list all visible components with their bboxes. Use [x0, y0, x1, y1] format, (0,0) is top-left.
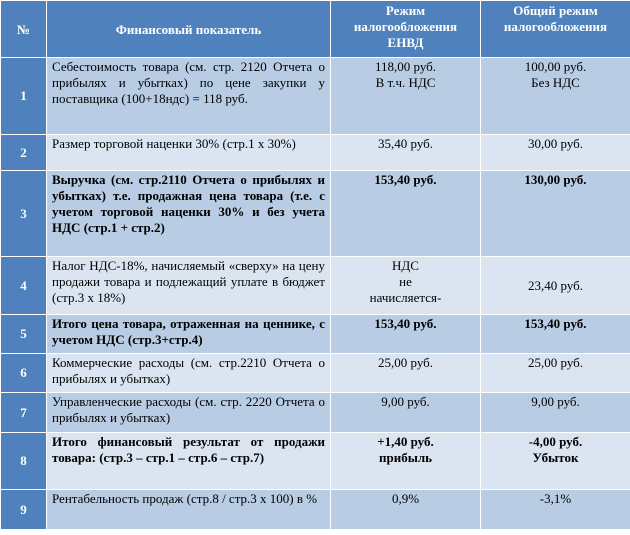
row-indicator: Себестоимость товара (см. стр. 2120 Отче… — [46, 57, 331, 135]
header-num: № — [0, 0, 47, 58]
row-number: 8 — [0, 432, 47, 490]
table-row: 9 Рентабельность продаж (стр.8 / стр.3 х… — [0, 489, 630, 530]
row-general-value: 153,40 руб. — [480, 314, 630, 354]
row-number: 5 — [0, 314, 47, 354]
row-envd-value: НДС не начисляется- — [330, 256, 481, 315]
table-row: 6 Коммерческие расходы (см. стр.2210 Отч… — [0, 353, 630, 393]
row-envd-value: 0,9% — [330, 489, 481, 530]
row-indicator: Рентабельность продаж (стр.8 / стр.3 х 1… — [46, 489, 331, 530]
row-general-value: 9,00 руб. — [480, 392, 630, 433]
row-number: 3 — [0, 170, 47, 257]
table-row: 1 Себестоимость товара (см. стр. 2120 От… — [0, 57, 630, 135]
table-row: 5 Итого цена товара, отраженная на ценни… — [0, 314, 630, 354]
row-general-value: 30,00 руб. — [480, 134, 630, 171]
row-envd-value: 9,00 руб. — [330, 392, 481, 433]
row-envd-value: 153,40 руб. — [330, 314, 481, 354]
row-envd-value: +1,40 руб. прибыль — [330, 432, 481, 490]
row-indicator: Управленческие расходы (см. стр. 2220 От… — [46, 392, 331, 433]
header-indicator: Финансовый показатель — [46, 0, 331, 58]
row-indicator: Итого финансовый результат от продажи то… — [46, 432, 331, 490]
table-row: 8 Итого финансовый результат от продажи … — [0, 432, 630, 490]
row-general-value: 130,00 руб. — [480, 170, 630, 257]
row-envd-value: 35,40 руб. — [330, 134, 481, 171]
row-number: 7 — [0, 392, 47, 433]
table-row: 3 Выручка (см. стр.2110 Отчета о прибыля… — [0, 170, 630, 257]
row-general-value: 23,40 руб. — [480, 256, 630, 315]
row-number: 2 — [0, 134, 47, 171]
row-number: 9 — [0, 489, 47, 530]
row-indicator: Итого цена товара, отраженная на ценнике… — [46, 314, 331, 354]
row-envd-value: 153,40 руб. — [330, 170, 481, 257]
table-row: 2 Размер торговой наценки 30% (стр.1 х 3… — [0, 134, 630, 171]
header-general: Общий режим налогообложения — [480, 0, 630, 58]
table-row: 7 Управленческие расходы (см. стр. 2220 … — [0, 392, 630, 433]
row-general-value: -3,1% — [480, 489, 630, 530]
row-indicator: Коммерческие расходы (см. стр.2210 Отчет… — [46, 353, 331, 393]
row-indicator: Налог НДС-18%, начисляемый «сверху» на ц… — [46, 256, 331, 315]
table-row: 4 Налог НДС-18%, начисляемый «сверху» на… — [0, 256, 630, 315]
row-indicator: Размер торговой наценки 30% (стр.1 х 30%… — [46, 134, 331, 171]
row-envd-value: 25,00 руб. — [330, 353, 481, 393]
row-number: 1 — [0, 57, 47, 135]
row-number: 4 — [0, 256, 47, 315]
header-row: № Финансовый показатель Режим налогообло… — [0, 0, 630, 58]
row-general-value: 100,00 руб. Без НДС — [480, 57, 630, 135]
row-envd-value: 118,00 руб. В т.ч. НДС — [330, 57, 481, 135]
row-indicator: Выручка (см. стр.2110 Отчета о прибылях … — [46, 170, 331, 257]
row-number: 6 — [0, 353, 47, 393]
row-general-value: 25,00 руб. — [480, 353, 630, 393]
header-envd: Режим налогообложения ЕНВД — [330, 0, 481, 58]
row-general-value: -4,00 руб. Убыток — [480, 432, 630, 490]
